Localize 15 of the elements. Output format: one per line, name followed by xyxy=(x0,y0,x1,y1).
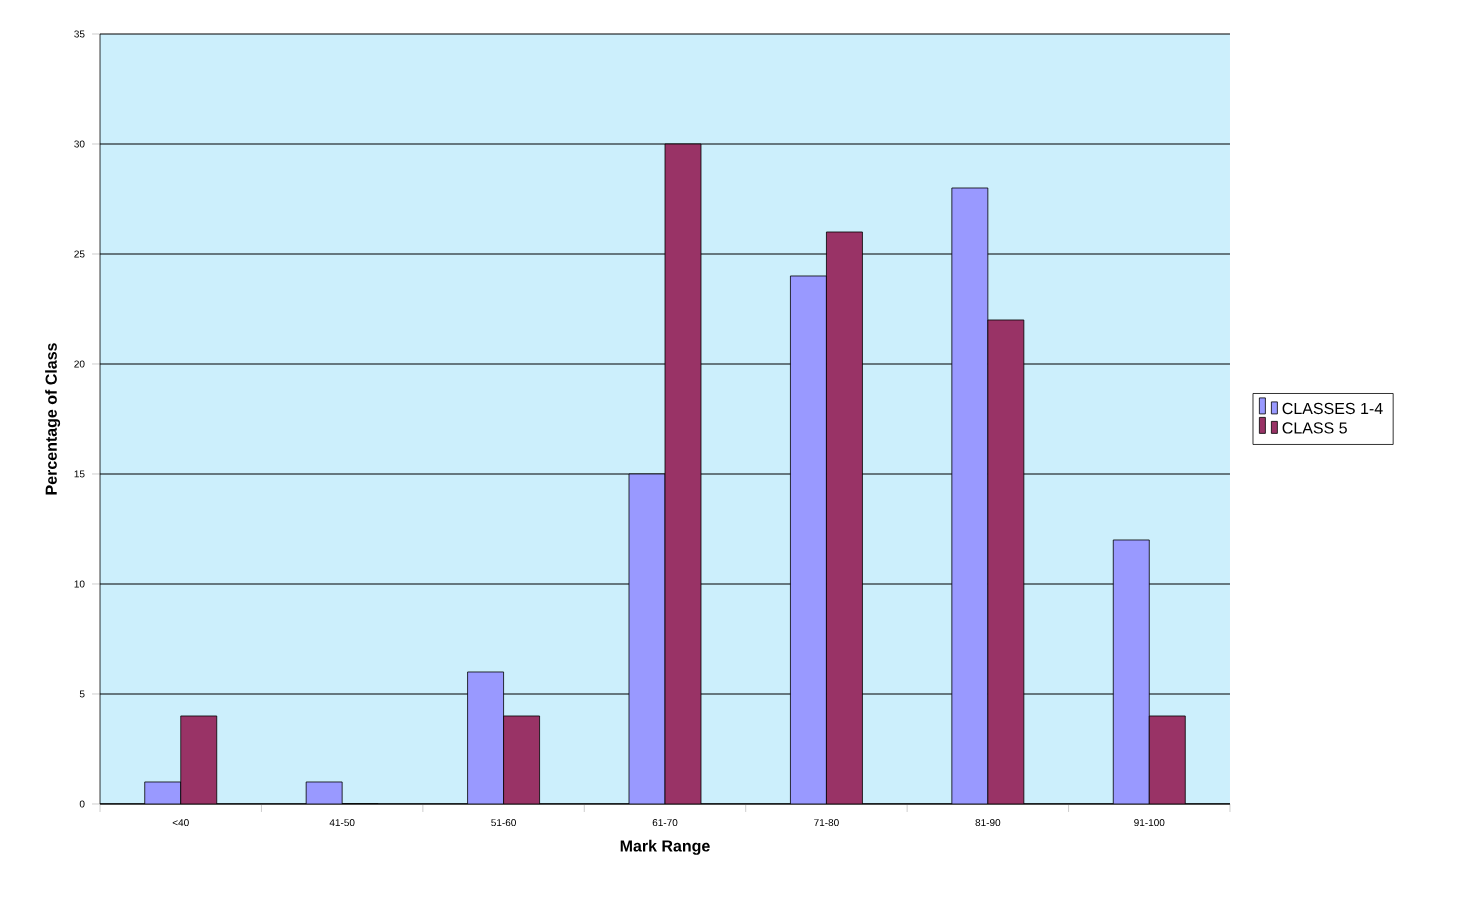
bar xyxy=(826,231,863,804)
bar xyxy=(664,143,702,804)
bar xyxy=(951,187,989,804)
bar xyxy=(180,715,218,804)
y-axis-title: Percentage of Class xyxy=(45,343,61,495)
legend-label: CLASS 5 xyxy=(1282,422,1347,434)
bar xyxy=(1112,539,1150,804)
bar xyxy=(790,275,827,804)
bar xyxy=(1148,715,1186,804)
x-axis-title: Mark Range xyxy=(620,839,710,855)
legend-label: CLASSES 1-4 xyxy=(1282,402,1383,415)
bar xyxy=(467,671,504,804)
bar xyxy=(987,319,1025,804)
bar xyxy=(628,473,666,804)
bar xyxy=(503,715,540,804)
